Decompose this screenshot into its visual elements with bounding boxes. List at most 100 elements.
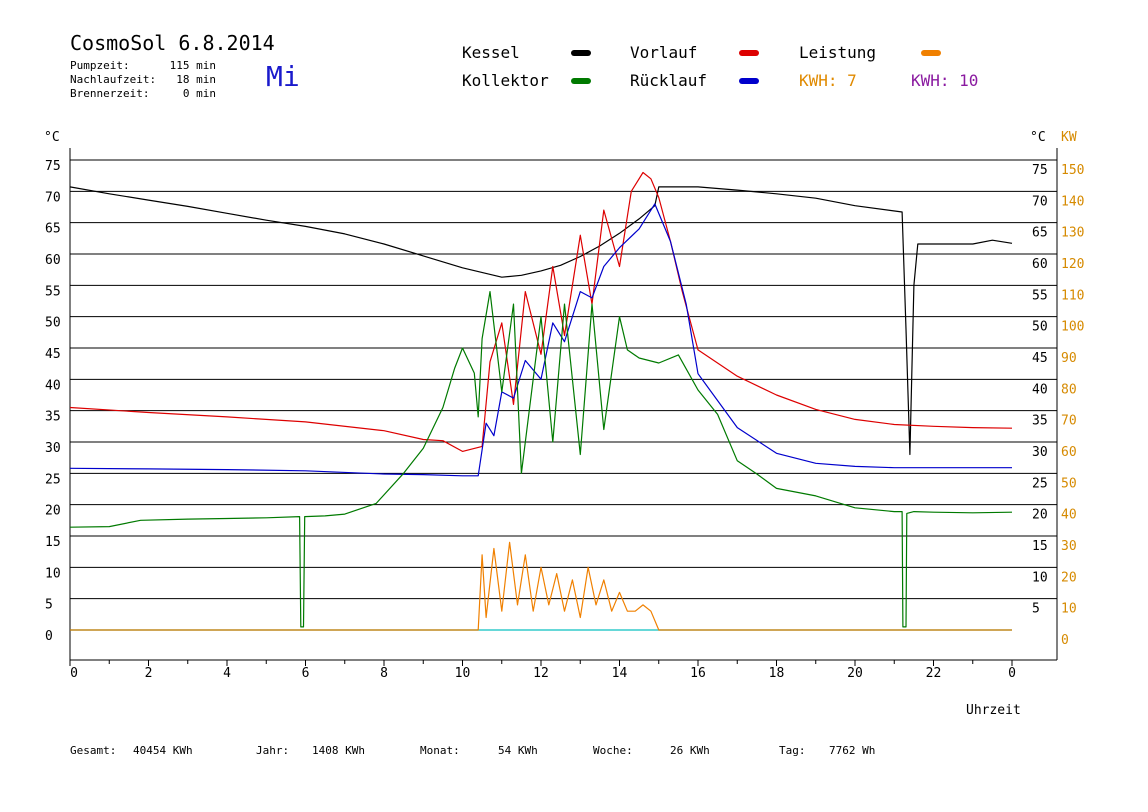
x-axis-label: Uhrzeit: [966, 703, 1021, 718]
series-line-kessel: [69, 186, 1013, 456]
y-right-kw-unit: KW: [1061, 130, 1077, 145]
y-right-kw-tick-label-0: 0: [1061, 633, 1069, 648]
legend-kollektor-swatch: [571, 78, 591, 84]
y-right-kw-tick-label-90: 90: [1061, 351, 1077, 366]
footer-woche-value: 26 KWh: [670, 744, 710, 757]
x-tick-label-6: 12: [533, 666, 549, 681]
y-left-tick-label-75: 75: [45, 159, 61, 174]
kwh-purple-label: KWH: 10: [911, 71, 979, 90]
y-right-c-tick-label-30: 30: [1032, 445, 1048, 460]
y-right-c-tick-label-55: 55: [1032, 288, 1048, 303]
x-tick-label-1: 2: [145, 666, 153, 681]
y-right-c-tick-label-10: 10: [1032, 570, 1048, 585]
x-tick-label-2: 4: [223, 666, 231, 681]
stat-nachlaufzeit-value: 18 min: [176, 73, 216, 86]
legend-kollektor-label: Kollektor: [462, 71, 549, 90]
legend-kessel-label: Kessel: [462, 43, 520, 62]
stat-pumpzeit-label: Pumpzeit:: [70, 59, 130, 72]
y-right-kw-tick-label-80: 80: [1061, 382, 1077, 397]
stat-nachlaufzeit-label: Nachlaufzeit:: [70, 73, 157, 86]
y-left-tick-label-10: 10: [45, 566, 61, 581]
y-right-c-tick-label-75: 75: [1032, 163, 1048, 178]
y-left-tick-label-5: 5: [45, 598, 53, 613]
y-right-kw-tick-label-150: 150: [1061, 163, 1084, 178]
x-tick-label-8: 16: [690, 666, 706, 681]
y-left-tick-label-0: 0: [45, 629, 53, 644]
y-left-tick-label-60: 60: [45, 253, 61, 268]
stat-brennerzeit-label: Brennerzeit:: [70, 87, 150, 100]
x-tick-label-3: 6: [302, 666, 310, 681]
y-left-tick-label-50: 50: [45, 316, 61, 331]
y-right-c-tick-label-45: 45: [1032, 351, 1048, 366]
y-right-kw-tick-label-40: 40: [1061, 508, 1077, 523]
x-tick-label-10: 20: [847, 666, 863, 681]
stat-brennerzeit-value: 0 min: [182, 87, 216, 100]
x-tick-label-7: 14: [612, 666, 628, 681]
series-line-r-cklauf: [69, 203, 1012, 477]
kwh-orange-label: KWH: 7: [799, 71, 857, 90]
y-right-kw-tick-label-140: 140: [1061, 194, 1084, 209]
footer-monat-value: 54 KWh: [498, 744, 538, 757]
y-right-kw-tick-label-50: 50: [1061, 476, 1077, 491]
x-tick-label-4: 8: [380, 666, 388, 681]
y-right-kw-tick-label-10: 10: [1061, 602, 1077, 617]
y-left-tick-label-40: 40: [45, 378, 61, 393]
legend-kessel-swatch: [571, 50, 591, 56]
y-right-kw-tick-label-70: 70: [1061, 414, 1077, 429]
chart-title: CosmoSol 6.8.2014: [70, 31, 275, 55]
footer-gesamt-label: Gesamt:: [70, 744, 117, 757]
x-tick-label-5: 10: [455, 666, 471, 681]
legend-ruecklauf-swatch: [739, 78, 759, 84]
y-right-kw-tick-label-30: 30: [1061, 539, 1077, 554]
y-left-tick-label-70: 70: [45, 190, 61, 205]
series-line-vorlauf: [69, 171, 1013, 452]
y-right-c-tick-label-70: 70: [1032, 194, 1048, 209]
footer-tag-label: Tag:: [779, 744, 806, 757]
y-right-c-tick-label-50: 50: [1032, 320, 1048, 335]
legend-leistung-label: Leistung: [799, 43, 877, 62]
footer-tag-value: 7762 Wh: [829, 744, 876, 757]
footer-jahr-value: 1408 KWh: [312, 744, 365, 757]
y-left-tick-label-65: 65: [45, 222, 61, 237]
footer-monat-label: Monat:: [420, 744, 460, 757]
series-line-kollektor: [69, 291, 1013, 628]
y-right-c-tick-label-25: 25: [1032, 476, 1048, 491]
x-tick-label-11: 22: [926, 666, 942, 681]
x-tick-label-9: 18: [769, 666, 785, 681]
legend-vorlauf-swatch: [739, 50, 759, 56]
legend-ruecklauf-label: Rücklauf: [630, 71, 708, 90]
y-left-tick-label-15: 15: [45, 535, 61, 550]
y-right-kw-tick-label-20: 20: [1061, 570, 1077, 585]
y-left-tick-label-35: 35: [45, 410, 61, 425]
y-right-c-tick-label-60: 60: [1032, 257, 1048, 272]
footer-woche-label: Woche:: [593, 744, 633, 757]
y-left-unit: °C: [44, 130, 60, 145]
y-right-c-tick-label-65: 65: [1032, 226, 1048, 241]
y-right-c-tick-label-20: 20: [1032, 508, 1048, 523]
legend-leistung-swatch: [921, 50, 941, 56]
y-left-tick-label-25: 25: [45, 472, 61, 487]
y-right-c-tick-label-35: 35: [1032, 414, 1048, 429]
footer-jahr-label: Jahr:: [256, 744, 290, 757]
y-right-c-tick-label-40: 40: [1032, 382, 1048, 397]
y-left-tick-label-55: 55: [45, 284, 61, 299]
x-tick-label-0: 0: [70, 666, 78, 681]
y-right-kw-tick-label-60: 60: [1061, 445, 1077, 460]
y-left-tick-label-45: 45: [45, 347, 61, 362]
y-right-c-tick-label-5: 5: [1032, 602, 1040, 617]
y-right-kw-tick-label-120: 120: [1061, 257, 1084, 272]
weekday-label: Mi: [266, 60, 300, 93]
footer-gesamt-value: 40454 KWh: [133, 744, 193, 757]
y-right-c-tick-label-15: 15: [1032, 539, 1048, 554]
legend-vorlauf-label: Vorlauf: [630, 43, 698, 62]
y-left-tick-label-30: 30: [45, 441, 61, 456]
x-tick-label-12: 0: [1008, 666, 1016, 681]
stat-pumpzeit-value: 115 min: [169, 59, 216, 72]
y-right-kw-tick-label-110: 110: [1061, 288, 1084, 303]
y-right-c-unit: °C: [1030, 130, 1046, 145]
y-left-tick-label-20: 20: [45, 504, 61, 519]
y-right-kw-tick-label-100: 100: [1061, 320, 1084, 335]
series-line-leistung: [70, 541, 1012, 631]
y-right-kw-tick-label-130: 130: [1061, 226, 1084, 241]
